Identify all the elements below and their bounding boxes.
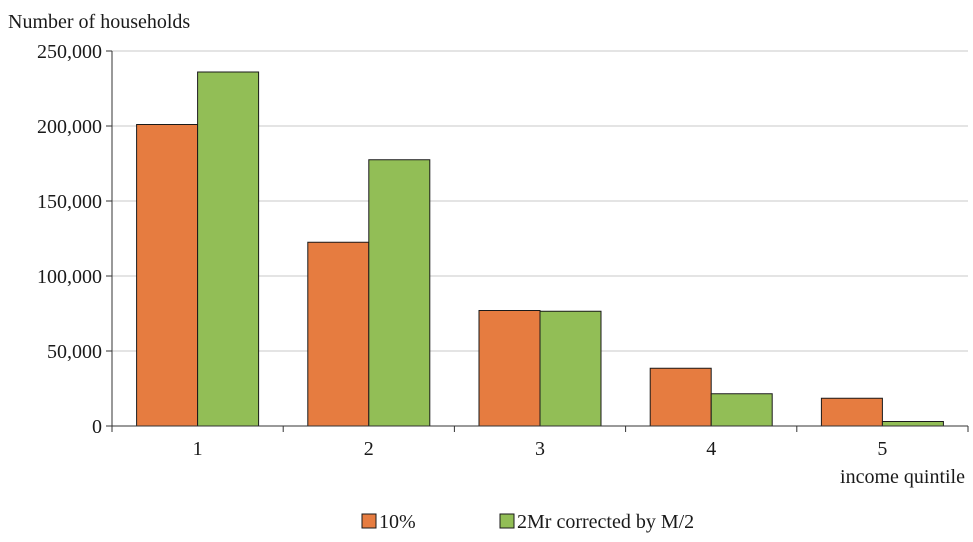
bar-series2-q2 [368,159,431,427]
bar-series2-q3 [539,310,602,427]
bar-series1-q4 [649,367,712,427]
y-tick-label: 0 [92,416,102,438]
bar-series1-q3 [478,310,541,427]
bar-series2-q1 [197,71,260,427]
bars [136,71,944,427]
y-tick-label: 150,000 [37,191,102,213]
y-tick-label: 200,000 [37,116,102,138]
legend-swatch [499,513,515,529]
legend-label: 10% [379,511,416,533]
x-tick-label: 4 [706,438,716,460]
bar-series2-q5 [881,421,944,427]
legend-label: 2Mr corrected by M/2 [517,511,694,533]
x-tick-label: 1 [193,438,203,460]
x-tick-label: 5 [877,438,887,460]
x-axis-label: income quintile [840,466,965,488]
x-tick-label: 3 [535,438,545,460]
bar-series2-q4 [710,393,773,427]
bar-series1-q1 [136,124,199,427]
y-tick-label: 250,000 [37,41,102,63]
bar-series1-q5 [820,397,883,427]
bar-series1-q2 [307,241,370,427]
legend: 10% 2Mr corrected by M/2 [361,511,694,533]
tick-labels: 0 50,000 100,000 150,000 200,000 250,000 1 2 3 4 5 [37,41,887,460]
axes [106,50,969,432]
legend-swatch [361,513,377,529]
y-tick-label: 50,000 [47,341,102,363]
y-axis-label: Number of households [8,11,190,33]
y-tick-label: 100,000 [37,266,102,288]
x-tick-label: 2 [364,438,374,460]
